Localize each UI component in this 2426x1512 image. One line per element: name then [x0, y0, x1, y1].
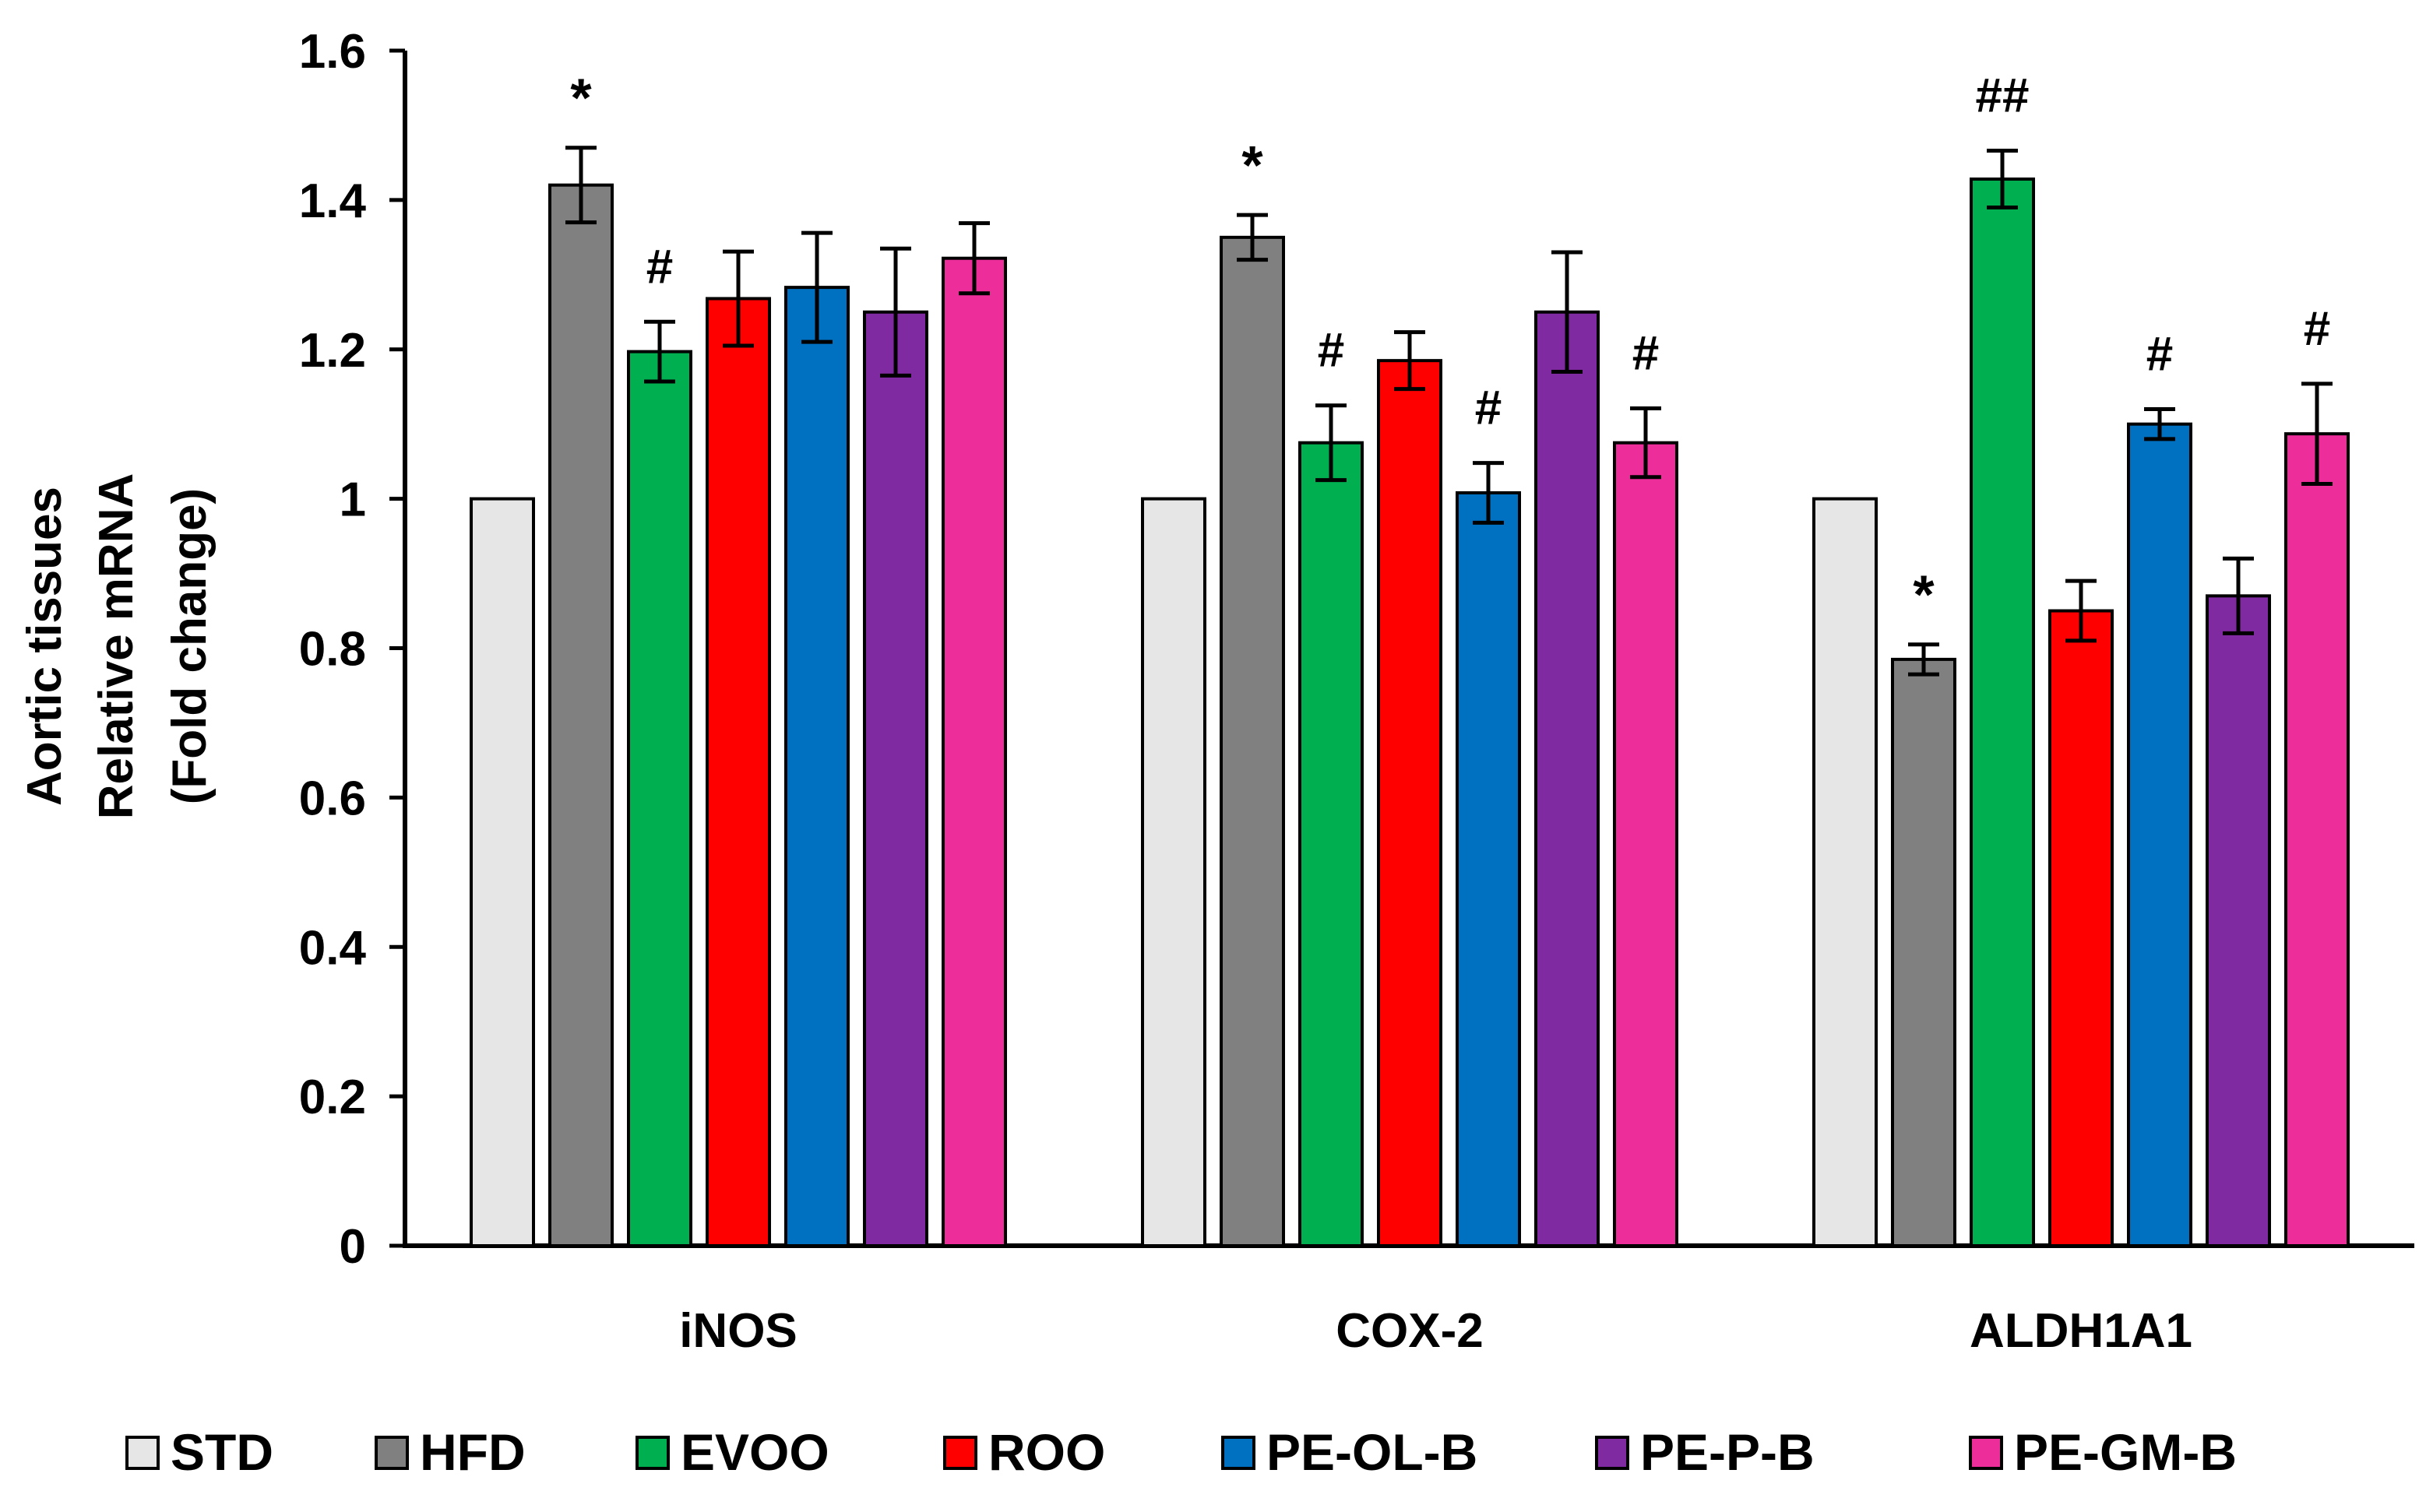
- bar: [1220, 235, 1285, 1247]
- significance-label: *: [1913, 564, 1935, 625]
- y-axis-title-line: (Fold change): [163, 488, 217, 804]
- x-tick-label: ALDH1A1: [1970, 1304, 2192, 1358]
- bar: [1298, 441, 1364, 1247]
- legend-label: PE-GM-B: [2014, 1423, 2237, 1481]
- y-tick-label: 0.8: [299, 623, 366, 677]
- y-axis-title-line: Relative mRNA: [90, 473, 143, 819]
- y-tick-label: 0.2: [299, 1071, 366, 1124]
- bar: [1141, 497, 1206, 1247]
- y-tick-label: 0.4: [299, 921, 367, 975]
- y-tick-label: 1.2: [299, 324, 366, 378]
- bar: [706, 297, 771, 1248]
- legend-swatch: [375, 1436, 409, 1470]
- bars: *#*###*### #: [470, 68, 2350, 1248]
- legend-swatch: [943, 1436, 977, 1470]
- legend-label: STD: [171, 1423, 273, 1481]
- legend: STD HFD EVOO ROO PE-OL-B PE-P-B PE-GM-B: [125, 1423, 2237, 1481]
- bar: [2048, 609, 2114, 1247]
- y-axis-title: Aortic tissues Relative mRNA (Fold change): [18, 473, 217, 819]
- significance-label: #: [1475, 382, 1502, 435]
- significance-label: ##: [1976, 69, 2030, 123]
- legend-label: HFD: [420, 1423, 526, 1481]
- y-tick-label: 1: [340, 473, 366, 527]
- legend-label: PE-P-B: [1640, 1423, 1815, 1481]
- significance-label: #: [646, 240, 673, 294]
- bar: [1534, 310, 1600, 1247]
- bar: [1377, 359, 1442, 1247]
- bar: [1613, 441, 1678, 1247]
- y-tick-label: 1.6: [299, 25, 366, 79]
- significance-label: #: [2146, 328, 2173, 382]
- y-axis-title-line: Aortic tissues: [18, 487, 72, 806]
- bar: [1970, 178, 2035, 1248]
- legend-swatch: [1221, 1436, 1255, 1470]
- legend-label: EVOO: [681, 1423, 829, 1481]
- y-tick-label: 0: [340, 1220, 366, 1274]
- bar: [548, 183, 614, 1247]
- significance-label: #: [1632, 327, 1659, 381]
- bar: [1812, 497, 1878, 1247]
- x-tick-label: COX-2: [1336, 1304, 1483, 1358]
- legend-swatch: [636, 1436, 670, 1470]
- significance-label: *: [1241, 135, 1263, 195]
- bar: [1456, 491, 1521, 1247]
- bar: [942, 256, 1007, 1247]
- bar: [470, 497, 535, 1247]
- bar: [2206, 594, 2271, 1247]
- bar: [2284, 432, 2350, 1247]
- bar: [1891, 657, 1956, 1247]
- y-tick-label: 1.4: [299, 174, 367, 228]
- legend-swatch: [125, 1436, 160, 1470]
- bar: [627, 350, 692, 1247]
- significance-label: *: [570, 68, 592, 128]
- legend-swatch: [1969, 1436, 2003, 1470]
- x-tick-label: iNOS: [679, 1304, 798, 1358]
- y-tick-label: 0.6: [299, 772, 366, 825]
- legend-label: PE-OL-B: [1266, 1423, 1477, 1481]
- bar: [863, 310, 928, 1247]
- legend-label: ROO: [988, 1423, 1105, 1481]
- legend-swatch: [1595, 1436, 1629, 1470]
- significance-label: #: [2304, 302, 2330, 356]
- bar: [2127, 422, 2192, 1247]
- significance-label: #: [1318, 324, 1344, 378]
- bar: [784, 286, 850, 1248]
